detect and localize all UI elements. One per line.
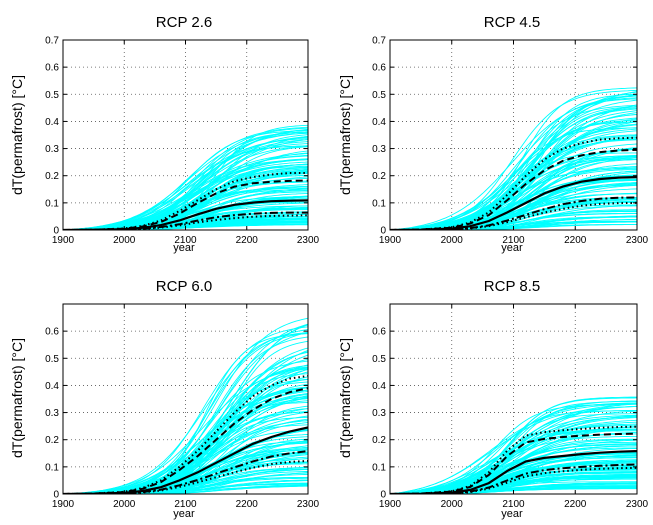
x-axis-label: year bbox=[501, 508, 523, 520]
x-ticks: 1900 2000 2100 2200 2300 bbox=[379, 40, 649, 246]
x-ticks: 1900 2000 2100 2200 2300 bbox=[52, 40, 320, 246]
y-tick-label: 0.2 bbox=[372, 171, 386, 182]
y-tick-label: 0.5 bbox=[45, 90, 59, 101]
x-tick-label: 1900 bbox=[379, 235, 402, 246]
y-tick-label: 0.5 bbox=[372, 90, 386, 101]
x-tick-label: 2100 bbox=[502, 235, 525, 246]
statistic-line-dotted bbox=[390, 466, 637, 494]
ensemble-line bbox=[390, 428, 637, 494]
y-tick-label: 0.5 bbox=[45, 354, 59, 365]
x-tick-label: 2100 bbox=[174, 499, 197, 510]
ensemble-line bbox=[63, 387, 308, 494]
x-tick-label: 1900 bbox=[379, 499, 402, 510]
x-axis-label: year bbox=[173, 508, 195, 520]
x-tick-label: 2100 bbox=[502, 499, 525, 510]
y-tick-label: 0.6 bbox=[372, 327, 386, 338]
x-tick-label: 2100 bbox=[174, 235, 197, 246]
x-axis-label: year bbox=[173, 242, 195, 254]
y-axis-label: dT(permafrost) [°C] bbox=[9, 338, 25, 458]
y-tick-label: 0.2 bbox=[45, 171, 59, 182]
ensemble-line bbox=[63, 135, 308, 230]
y-tick-label: 0.6 bbox=[372, 63, 386, 74]
ensemble-line bbox=[390, 445, 637, 494]
statistic-line-dashdot bbox=[63, 450, 308, 494]
y-tick-label: 0.5 bbox=[372, 354, 386, 365]
y-axis-label: dT(permafrost) [°C] bbox=[9, 75, 25, 195]
x-tick-label: 2200 bbox=[236, 499, 259, 510]
panel-rcp-2-6: RCP 2.6 dT(permafrost) [°C] year 1900 200… bbox=[9, 14, 320, 254]
y-tick-label: 0.1 bbox=[45, 462, 59, 473]
panel-title: RCP 6.0 bbox=[156, 278, 212, 295]
x-tick-label: 1900 bbox=[52, 235, 75, 246]
statistic-line-dashdot bbox=[63, 211, 308, 230]
panel-rcp-8-5: RCP 8.5 dT(permafrost) [°C] year 1900 200… bbox=[337, 278, 649, 520]
x-tick-label: 2000 bbox=[113, 499, 136, 510]
statistic-line-dashdot bbox=[390, 196, 637, 230]
statistic-line-dotted bbox=[390, 136, 637, 230]
y-axis-label: dT(permafrost) [°C] bbox=[337, 75, 353, 195]
statistic-line-dotted bbox=[63, 214, 308, 230]
y-tick-label: 0 bbox=[380, 490, 386, 501]
ensemble-line bbox=[390, 424, 637, 494]
y-ticks: 0 0.1 0.2 0.3 0.4 0.5 0.6 0.7 bbox=[45, 36, 308, 237]
x-tick-label: 2300 bbox=[297, 499, 320, 510]
panel-title: RCP 2.6 bbox=[156, 14, 212, 31]
y-tick-label: 0.3 bbox=[372, 144, 386, 155]
panel-rcp-6-0: RCP 6.0 dT(permafrost) [°C] year 1900 200… bbox=[9, 278, 320, 520]
ensemble-line bbox=[390, 124, 637, 230]
y-tick-label: 0.1 bbox=[372, 462, 386, 473]
y-tick-label: 0.6 bbox=[45, 327, 59, 338]
x-ticks: 1900 2000 2100 2200 2300 bbox=[379, 304, 649, 510]
y-tick-label: 0.1 bbox=[45, 198, 59, 209]
x-tick-label: 2200 bbox=[564, 235, 587, 246]
y-tick-label: 0.3 bbox=[45, 144, 59, 155]
x-tick-label: 2300 bbox=[297, 235, 320, 246]
x-tick-label: 2200 bbox=[564, 499, 587, 510]
y-ticks: 0 0.1 0.2 0.3 0.4 0.5 0.6 bbox=[372, 327, 637, 501]
panel-title: RCP 8.5 bbox=[484, 278, 540, 295]
y-ticks: 0 0.1 0.2 0.3 0.4 0.5 0.6 bbox=[45, 327, 308, 501]
y-tick-label: 0.2 bbox=[372, 435, 386, 446]
y-tick-label: 0.4 bbox=[372, 381, 386, 392]
ensemble-line bbox=[390, 416, 637, 494]
y-tick-label: 0.7 bbox=[372, 36, 386, 47]
y-tick-label: 0 bbox=[53, 490, 59, 501]
y-tick-label: 0.4 bbox=[45, 117, 59, 128]
y-tick-label: 0.3 bbox=[372, 408, 386, 419]
y-tick-label: 0 bbox=[380, 226, 386, 237]
ensemble-line bbox=[390, 94, 637, 230]
x-axis-label: year bbox=[501, 242, 523, 254]
y-tick-label: 0 bbox=[53, 226, 59, 237]
ensemble-line bbox=[390, 406, 637, 494]
ensemble-lines bbox=[63, 124, 308, 230]
ensemble-line bbox=[63, 136, 308, 230]
ensemble-line bbox=[390, 117, 637, 230]
y-tick-label: 0.3 bbox=[45, 408, 59, 419]
x-tick-label: 2300 bbox=[626, 499, 649, 510]
panel-rcp-4-5: RCP 4.5 dT(permafrost) [°C] year 1900 200… bbox=[337, 14, 649, 254]
x-tick-label: 2000 bbox=[441, 235, 464, 246]
y-tick-label: 0.4 bbox=[372, 117, 386, 128]
statistic-line-dotted bbox=[63, 459, 308, 494]
x-tick-label: 2300 bbox=[626, 235, 649, 246]
y-tick-label: 0.7 bbox=[45, 36, 59, 47]
x-tick-label: 2000 bbox=[441, 499, 464, 510]
statistic-line-dashdot bbox=[390, 463, 637, 494]
panel-title: RCP 4.5 bbox=[484, 14, 540, 31]
y-tick-label: 0.6 bbox=[45, 63, 59, 74]
x-tick-label: 2200 bbox=[236, 235, 259, 246]
statistic-line-dotted bbox=[390, 201, 637, 230]
y-tick-label: 0.2 bbox=[45, 435, 59, 446]
y-tick-label: 0.4 bbox=[45, 381, 59, 392]
x-ticks: 1900 2000 2100 2200 2300 bbox=[52, 304, 320, 510]
y-tick-label: 0.1 bbox=[372, 198, 386, 209]
x-tick-label: 1900 bbox=[52, 499, 75, 510]
y-axis-label: dT(permafrost) [°C] bbox=[337, 338, 353, 458]
x-tick-label: 2000 bbox=[113, 235, 136, 246]
y-ticks: 0 0.1 0.2 0.3 0.4 0.5 0.6 0.7 bbox=[372, 36, 637, 237]
